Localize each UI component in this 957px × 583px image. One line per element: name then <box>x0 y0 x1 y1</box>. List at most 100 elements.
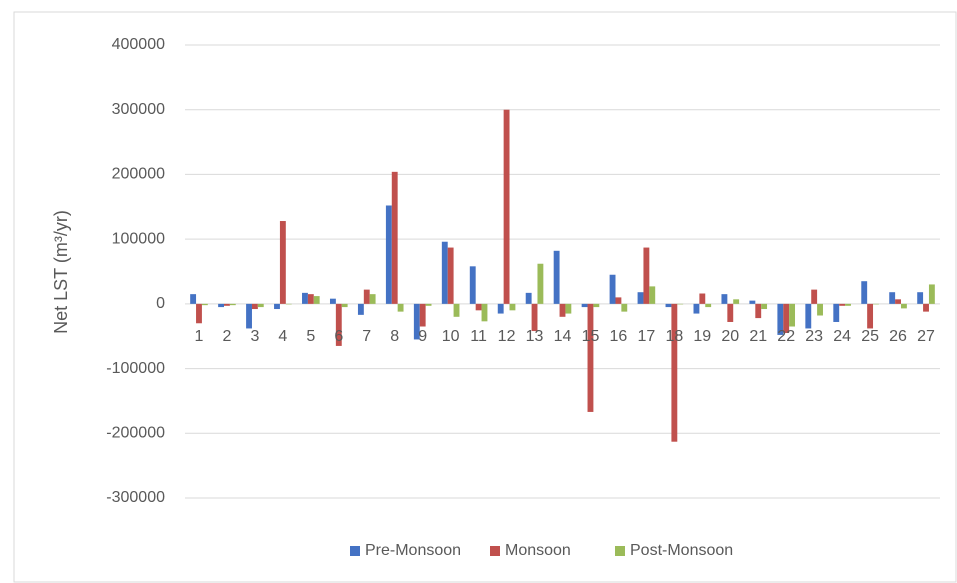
legend-label: Monsoon <box>505 542 571 559</box>
bar <box>257 303 264 308</box>
x-tick-label: 11 <box>470 328 487 345</box>
y-axis-label: Net LST (m³/yr) <box>51 210 71 334</box>
bar <box>693 303 700 314</box>
x-tick-label: 5 <box>306 328 315 345</box>
x-tick-label: 23 <box>805 328 823 345</box>
y-tick-label: -100000 <box>106 360 165 377</box>
bar <box>196 303 202 324</box>
bar <box>481 303 488 322</box>
y-tick-label: 0 <box>156 295 165 312</box>
bar <box>761 303 768 310</box>
bar <box>593 303 600 308</box>
bar <box>531 303 538 332</box>
bar <box>705 303 712 308</box>
bar <box>895 299 901 304</box>
x-tick-label: 8 <box>390 328 399 345</box>
bar <box>246 303 252 329</box>
bar <box>783 303 790 333</box>
bar <box>559 303 566 317</box>
bar <box>581 303 588 308</box>
bar <box>615 297 622 304</box>
x-tick-label: 3 <box>250 328 259 345</box>
bar <box>218 303 225 308</box>
bar <box>419 303 426 327</box>
bar <box>413 303 420 340</box>
bar <box>839 303 846 306</box>
x-tick-label: 24 <box>833 328 851 345</box>
bar <box>733 299 740 304</box>
legend-label: Pre-Monsoon <box>365 542 461 559</box>
bar <box>900 303 907 309</box>
bar <box>789 303 796 327</box>
bar <box>873 303 879 305</box>
bar <box>503 109 510 304</box>
bar <box>805 303 812 329</box>
bar <box>302 292 308 304</box>
y-tick-label: 300000 <box>112 101 165 118</box>
x-tick-label: 14 <box>554 328 572 345</box>
x-tick-label: 9 <box>418 328 427 345</box>
bar <box>699 293 706 304</box>
bar <box>441 241 448 304</box>
bar <box>755 303 762 319</box>
bar <box>727 303 734 322</box>
bar <box>637 292 644 304</box>
bar <box>357 303 364 315</box>
bar <box>525 292 532 304</box>
bar <box>671 303 678 442</box>
x-tick-label: 17 <box>637 328 655 345</box>
y-tick-label: -200000 <box>106 425 165 442</box>
y-tick-label: 200000 <box>112 166 165 183</box>
y-tick-label: 100000 <box>112 230 165 247</box>
bar <box>335 303 342 346</box>
legend-label: Post-Monsoon <box>630 542 733 559</box>
x-tick-label: 13 <box>526 328 544 345</box>
bar <box>453 303 460 317</box>
bar <box>497 303 504 314</box>
bar <box>307 294 314 304</box>
bar <box>587 303 594 412</box>
x-tick-label: 12 <box>498 328 516 345</box>
bar <box>509 303 516 311</box>
bar <box>665 303 672 308</box>
x-tick-label: 21 <box>749 328 767 345</box>
x-tick-label: 16 <box>610 328 628 345</box>
bar <box>649 286 656 304</box>
x-tick-label: 20 <box>721 328 739 345</box>
x-tick-label: 19 <box>693 328 711 345</box>
bar <box>363 289 370 304</box>
bar <box>341 303 348 308</box>
chart-frame <box>13 11 957 583</box>
bar <box>867 303 874 329</box>
y-tick-label: 400000 <box>112 36 165 53</box>
bar <box>313 296 320 304</box>
bar <box>369 294 376 304</box>
bar <box>224 303 230 306</box>
bar <box>923 303 929 312</box>
bar <box>565 303 572 314</box>
bar <box>677 303 684 305</box>
bar <box>917 292 924 304</box>
bar <box>833 303 840 322</box>
x-tick-label: 22 <box>777 328 795 345</box>
bar <box>201 303 208 306</box>
bar <box>274 303 280 310</box>
bar <box>251 303 258 310</box>
legend-swatch <box>490 546 500 556</box>
x-tick-label: 26 <box>889 328 907 345</box>
bar <box>190 294 197 304</box>
bar <box>229 303 236 306</box>
bar <box>279 221 286 304</box>
x-tick-label: 2 <box>222 328 231 345</box>
x-tick-label: 1 <box>195 328 204 345</box>
legend-swatch <box>350 546 360 556</box>
bar <box>397 303 404 312</box>
bar <box>329 298 336 304</box>
bar <box>391 171 398 304</box>
x-tick-label: 18 <box>665 328 683 345</box>
bar <box>811 289 818 304</box>
x-tick-label: 7 <box>362 328 371 345</box>
bar <box>643 247 650 304</box>
bar <box>777 303 784 335</box>
